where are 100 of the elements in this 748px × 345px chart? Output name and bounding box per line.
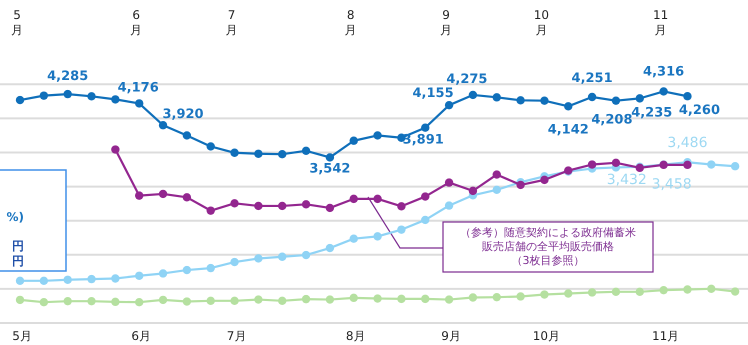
point xyxy=(158,121,168,130)
legend-box: %) 円 円 xyxy=(0,169,67,272)
point xyxy=(40,276,48,285)
point xyxy=(158,296,168,304)
annotation: 円 xyxy=(12,254,24,268)
point xyxy=(421,216,430,224)
point xyxy=(135,272,144,280)
text: 9月 xyxy=(440,8,452,37)
point xyxy=(683,160,692,170)
point xyxy=(444,201,454,210)
point xyxy=(516,96,525,105)
point xyxy=(588,92,596,102)
point xyxy=(182,266,192,274)
point xyxy=(230,199,239,208)
point xyxy=(468,293,478,302)
x-tick-label: 11月 xyxy=(652,329,680,343)
point xyxy=(730,162,740,170)
x-tick-label: 7月 xyxy=(226,329,246,343)
point xyxy=(254,202,263,210)
point xyxy=(397,202,406,210)
point xyxy=(492,93,501,102)
point xyxy=(588,288,596,297)
point xyxy=(373,294,382,303)
point xyxy=(350,234,358,243)
text: 8月 xyxy=(344,8,357,37)
point xyxy=(516,180,525,190)
point xyxy=(373,131,382,140)
point xyxy=(63,276,72,284)
point xyxy=(87,92,96,101)
point xyxy=(206,142,215,151)
point xyxy=(468,186,478,196)
point xyxy=(254,254,263,263)
point xyxy=(87,296,96,306)
point xyxy=(492,186,501,194)
point xyxy=(707,284,716,294)
annotation: 円 xyxy=(12,239,24,253)
point xyxy=(540,96,549,105)
point xyxy=(254,150,263,158)
point xyxy=(421,294,430,304)
point xyxy=(421,192,430,201)
data-label: 4,142 xyxy=(548,122,589,138)
annotation: （参考）随意契約による政府備蓄米販売店舗の全平均販売価格（3枚目参照） xyxy=(460,226,636,267)
point xyxy=(350,294,358,302)
point xyxy=(326,204,334,212)
point xyxy=(659,286,668,294)
point xyxy=(683,285,692,294)
point xyxy=(40,91,48,100)
point xyxy=(636,288,644,296)
point xyxy=(278,252,286,261)
x-tick-label: 8月 xyxy=(346,329,366,343)
data-label: 4,285 xyxy=(47,69,88,84)
point xyxy=(373,232,382,241)
point xyxy=(16,96,24,104)
point xyxy=(516,292,525,301)
point xyxy=(397,225,406,234)
x-tick-label: 10月 xyxy=(532,329,560,343)
data-label: 4,208 xyxy=(591,112,633,128)
data-label: 4,275 xyxy=(446,72,488,87)
point xyxy=(326,153,334,162)
point xyxy=(111,95,120,104)
point xyxy=(326,244,334,252)
text: 10月 xyxy=(534,8,550,37)
point xyxy=(111,145,120,154)
point xyxy=(206,264,215,272)
point xyxy=(564,102,572,110)
point xyxy=(564,289,572,298)
point xyxy=(206,296,215,306)
callout: （参考）随意契約による政府備蓄米販売店舗の全平均販売価格（3枚目参照） xyxy=(368,196,654,273)
point xyxy=(182,297,192,306)
point xyxy=(707,160,716,169)
data-label: 4,260 xyxy=(678,103,720,118)
point xyxy=(612,158,620,168)
point xyxy=(278,202,286,210)
point xyxy=(444,100,454,110)
point xyxy=(302,250,310,260)
point xyxy=(612,96,620,105)
x-tick-label: 5月 xyxy=(12,329,32,343)
point xyxy=(540,290,549,299)
point xyxy=(492,170,501,179)
point xyxy=(326,295,334,304)
point xyxy=(135,191,144,200)
point xyxy=(111,274,120,283)
data-label: 4,251 xyxy=(572,71,613,86)
point xyxy=(373,194,382,204)
point xyxy=(135,99,144,108)
point xyxy=(111,298,120,306)
data-label: 3,891 xyxy=(402,132,444,148)
point xyxy=(350,194,358,204)
point xyxy=(230,148,239,157)
point xyxy=(492,292,501,302)
data-label: 3,458 xyxy=(652,176,692,193)
data-label: 4,155 xyxy=(412,86,454,102)
point xyxy=(158,269,168,278)
text: 5月 xyxy=(11,8,24,37)
data-label: 3,920 xyxy=(162,107,204,122)
point xyxy=(612,288,620,296)
point xyxy=(302,200,310,209)
point xyxy=(636,94,644,103)
point xyxy=(397,294,406,304)
point xyxy=(63,90,72,98)
